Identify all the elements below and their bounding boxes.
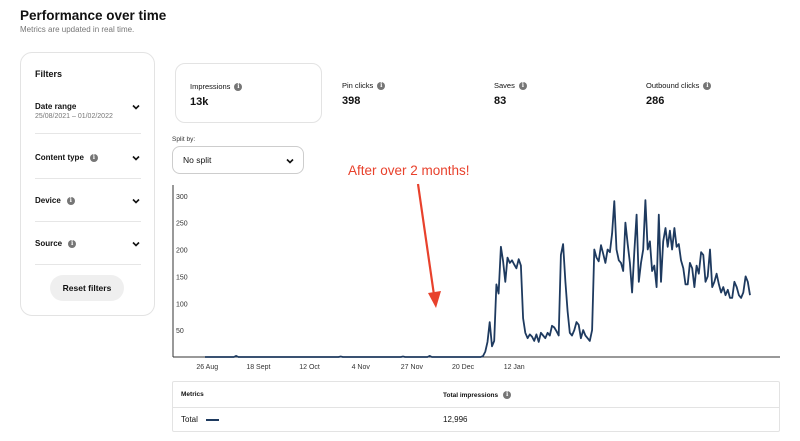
chevron-down-icon: [286, 158, 294, 164]
info-icon[interactable]: i: [518, 81, 527, 90]
metric-card-pin-clicks[interactable]: Pin clicks i 398: [328, 63, 468, 123]
table-header: Metrics Total impressions i: [173, 382, 779, 408]
chevron-down-icon[interactable]: [131, 239, 141, 249]
metric-value: 13k: [190, 96, 209, 108]
row-value: 12,996: [443, 415, 468, 424]
x-tick-label: 12 Oct: [299, 364, 320, 371]
metric-value: 83: [494, 95, 507, 107]
arrow-shaft: [416, 183, 436, 296]
chevron-down-icon[interactable]: [131, 102, 141, 112]
y-tick-label: 300: [176, 194, 188, 201]
x-tick-label: 26 Aug: [196, 364, 218, 371]
impressions-line-chart: 50 100 150 200 250 300 26 Aug 18 Sept 12 Oct 4 N…: [172, 183, 780, 371]
divider: [35, 221, 141, 222]
divider: [35, 178, 141, 179]
filter-source-label: Source: [35, 239, 63, 248]
annotation-arrow: [416, 183, 441, 308]
row-label: Total: [181, 415, 198, 424]
divider: [35, 264, 141, 265]
filters-panel: Filters Date range 25/08/2021 – 01/02/20…: [20, 52, 155, 316]
metric-card-outbound-clicks[interactable]: Outbound clicks i 286: [632, 63, 780, 123]
legend-line-swatch: [205, 418, 219, 421]
split-by-label: Split by:: [172, 136, 196, 143]
chevron-down-icon[interactable]: [131, 196, 141, 206]
metric-value: 286: [646, 95, 665, 107]
x-tick-label: 20 Dec: [452, 364, 475, 371]
info-icon[interactable]: i: [503, 391, 512, 399]
column-header-total-impressions: Total impressions: [443, 391, 499, 399]
info-icon[interactable]: i: [234, 82, 243, 91]
x-tick-label: 4 Nov: [352, 364, 371, 371]
filter-date-range-value: 25/08/2021 – 01/02/2022: [35, 113, 113, 120]
info-icon[interactable]: i: [68, 239, 77, 248]
metric-label: Pin clicks: [342, 81, 374, 90]
divider: [35, 133, 141, 134]
metric-label: Outbound clicks: [646, 81, 700, 90]
metric-value: 398: [342, 95, 361, 107]
info-icon[interactable]: i: [703, 81, 712, 90]
reset-filters-button[interactable]: Reset filters: [50, 275, 124, 301]
info-icon[interactable]: i: [66, 196, 75, 205]
y-tick-label: 150: [176, 274, 188, 281]
table-row: Total: [181, 415, 219, 424]
filter-content-type[interactable]: Content type i: [35, 153, 141, 162]
filter-device[interactable]: Device i: [35, 196, 141, 205]
y-tick-label: 200: [176, 248, 188, 255]
page-subtitle: Metrics are updated in real time.: [20, 25, 135, 34]
y-tick-label: 100: [176, 301, 188, 308]
y-tick-label: 250: [176, 221, 188, 228]
x-tick-label: 18 Sept: [246, 364, 270, 371]
metric-label: Saves: [494, 81, 515, 90]
metrics-table: Metrics Total impressions i Total 12,996: [172, 381, 780, 432]
column-header-metrics: Metrics: [181, 391, 204, 398]
page-title: Performance over time: [20, 8, 167, 23]
filter-date-range-label: Date range: [35, 102, 77, 111]
metric-card-impressions[interactable]: Impressions i 13k: [175, 63, 322, 123]
series-line-impressions: [205, 199, 751, 358]
x-tick-label: 12 Jan: [504, 364, 525, 371]
info-icon[interactable]: i: [377, 81, 386, 90]
split-by-value: No split: [183, 155, 212, 165]
info-icon[interactable]: i: [89, 153, 98, 162]
metric-label: Impressions: [190, 82, 231, 91]
annotation-text: After over 2 months!: [348, 163, 470, 178]
chevron-down-icon[interactable]: [131, 153, 141, 163]
filter-source[interactable]: Source i: [35, 239, 141, 248]
filter-content-type-label: Content type: [35, 153, 84, 162]
x-tick-label: 27 Nov: [401, 364, 424, 371]
filters-heading: Filters: [35, 69, 63, 79]
y-tick-label: 50: [176, 328, 184, 335]
metric-card-saves[interactable]: Saves i 83: [480, 63, 620, 123]
filter-device-label: Device: [35, 196, 61, 205]
filter-date-range[interactable]: Date range 25/08/2021 – 01/02/2022: [35, 102, 141, 120]
split-by-select[interactable]: No split: [172, 146, 304, 174]
arrow-head: [428, 291, 441, 308]
